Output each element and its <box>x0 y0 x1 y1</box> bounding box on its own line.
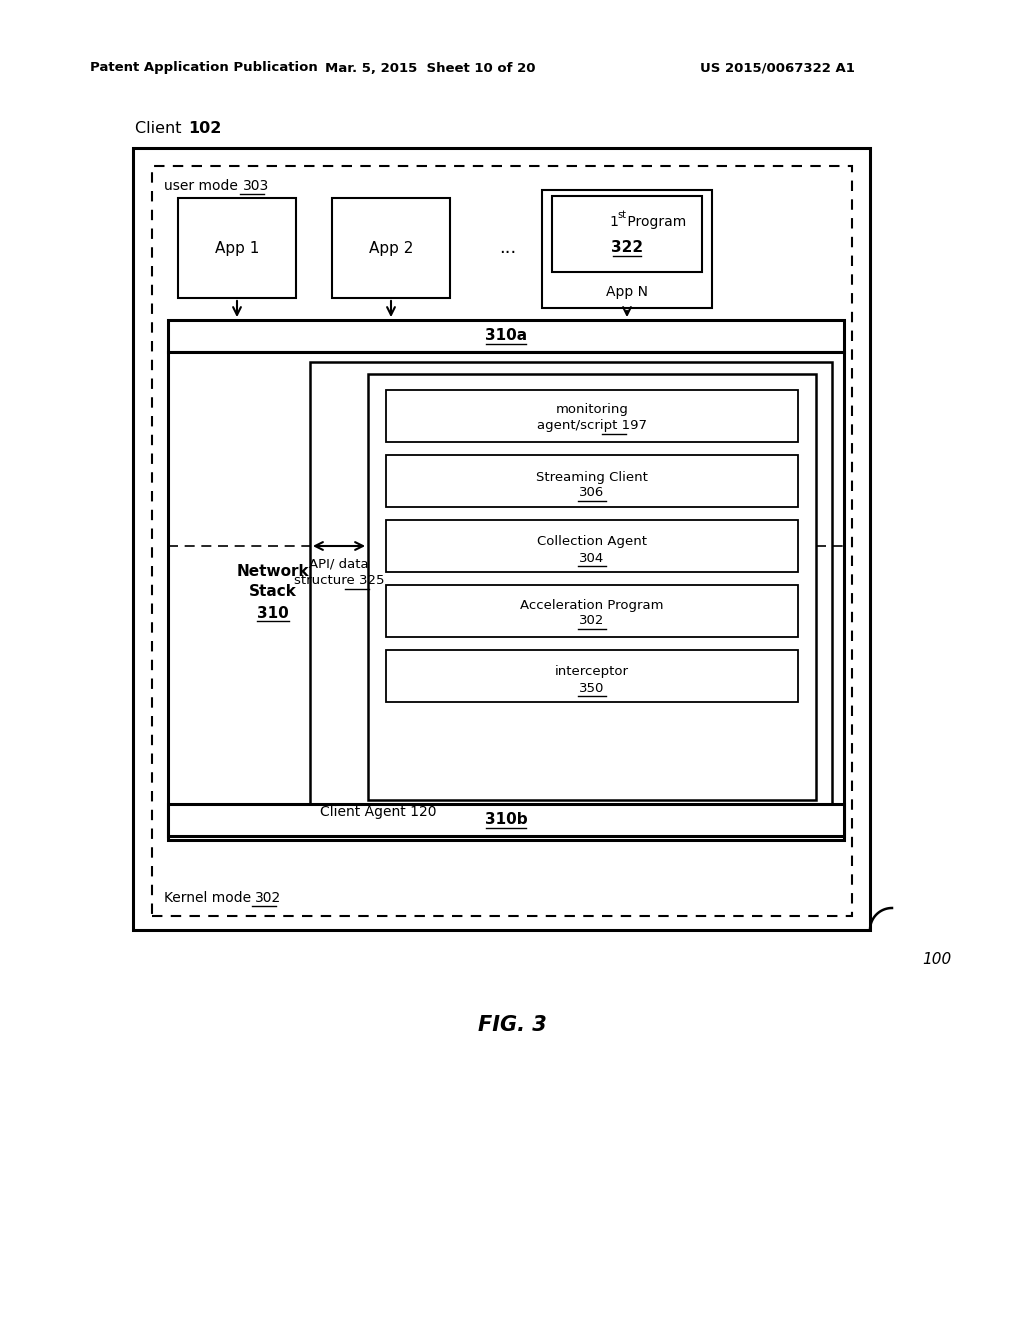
Bar <box>133 148 870 931</box>
Text: agent/script 197: agent/script 197 <box>537 420 647 433</box>
Text: US 2015/0067322 A1: US 2015/0067322 A1 <box>700 62 855 74</box>
Text: App N: App N <box>606 285 648 300</box>
Bar <box>152 166 852 916</box>
Bar <box>386 520 798 572</box>
Text: 306: 306 <box>580 487 604 499</box>
Text: 304: 304 <box>580 552 604 565</box>
Bar <box>332 198 450 298</box>
Bar <box>386 389 798 442</box>
Text: 1: 1 <box>609 215 617 228</box>
Text: API/ data: API/ data <box>309 557 369 570</box>
Text: Streaming Client: Streaming Client <box>536 470 648 483</box>
Text: structure 325: structure 325 <box>294 574 384 587</box>
Text: Collection Agent: Collection Agent <box>537 536 647 549</box>
Text: Network: Network <box>237 564 309 578</box>
Text: user mode: user mode <box>164 180 243 193</box>
Bar <box>552 195 702 272</box>
Text: 310b: 310b <box>484 813 527 828</box>
Text: interceptor: interceptor <box>555 665 629 678</box>
Text: 302: 302 <box>580 615 605 627</box>
Text: st: st <box>617 210 626 220</box>
Text: Acceleration Program: Acceleration Program <box>520 598 664 611</box>
Text: App 1: App 1 <box>215 240 259 256</box>
Bar <box>168 319 844 352</box>
Text: Patent Application Publication: Patent Application Publication <box>90 62 317 74</box>
Text: Stack: Stack <box>249 583 297 598</box>
Bar <box>310 362 831 828</box>
Text: monitoring: monitoring <box>556 404 629 417</box>
Text: 310: 310 <box>257 606 289 620</box>
Bar <box>168 352 844 840</box>
Text: 100: 100 <box>922 953 951 968</box>
Text: App 2: App 2 <box>369 240 414 256</box>
Text: ...: ... <box>500 239 517 257</box>
Text: Client: Client <box>135 121 186 136</box>
Bar <box>386 649 798 702</box>
Bar <box>542 190 712 308</box>
Bar <box>386 585 798 638</box>
Text: Program: Program <box>623 215 686 228</box>
Bar <box>178 198 296 298</box>
Text: 350: 350 <box>580 681 605 694</box>
Text: 322: 322 <box>611 240 643 256</box>
Text: 310a: 310a <box>485 329 527 343</box>
Bar <box>168 804 844 836</box>
Text: 303: 303 <box>243 180 269 193</box>
Text: Client Agent 120: Client Agent 120 <box>319 805 436 818</box>
Text: Mar. 5, 2015  Sheet 10 of 20: Mar. 5, 2015 Sheet 10 of 20 <box>325 62 536 74</box>
Text: FIG. 3: FIG. 3 <box>477 1015 547 1035</box>
Text: 302: 302 <box>255 891 282 906</box>
Text: Kernel mode: Kernel mode <box>164 891 256 906</box>
Bar <box>386 455 798 507</box>
Text: 102: 102 <box>188 121 221 136</box>
Bar <box>368 374 816 800</box>
